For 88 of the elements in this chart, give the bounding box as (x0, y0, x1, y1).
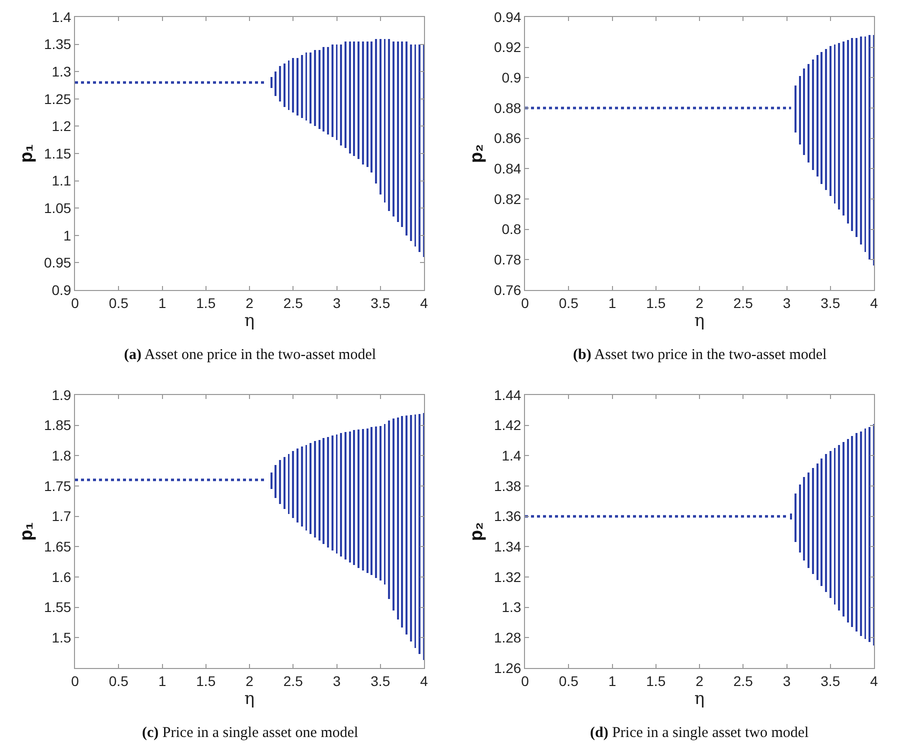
x-tick-label: 3.5 (370, 672, 390, 689)
x-tick-label: 0.5 (558, 672, 579, 689)
x-tick-label: 3 (782, 294, 791, 311)
text: (a) Asset one price in the two-asset model (124, 347, 376, 363)
x-tick-label: 2 (246, 672, 254, 689)
y-tick-label: 1 (63, 227, 72, 244)
y-tick-label: 1.3 (52, 64, 72, 80)
y-tick-label: 1.8 (52, 448, 72, 464)
y-tick-label: 1.9 (52, 386, 72, 403)
x-tick-label: 1.5 (196, 672, 216, 689)
x-tick-label: 3 (782, 672, 791, 689)
y-tick-label: 1.38 (494, 478, 522, 494)
y-tick-label: 1.34 (494, 538, 522, 555)
x-axis-title: η (694, 310, 705, 331)
x-tick-label: 4 (870, 672, 878, 689)
y-tick-label: 1.2 (52, 118, 72, 134)
y-tick-label: 1.65 (44, 538, 72, 555)
x-tick-label: 0 (71, 294, 80, 311)
y-axis-title: p₂ (466, 522, 486, 541)
x-tick-label: 3.5 (820, 294, 840, 311)
text: (d) Price in a single asset two model (590, 725, 809, 741)
y-tick-label: 0.82 (494, 190, 522, 207)
y-tick-label: 1.55 (44, 599, 72, 616)
y-tick-label: 0.92 (494, 39, 522, 56)
y-tick-label: 1.28 (494, 630, 522, 646)
y-tick-label: 0.9 (502, 70, 522, 86)
y-tick-label: 0.84 (494, 160, 522, 177)
x-tick-label: 1.5 (646, 294, 666, 311)
x-tick-label: 0 (521, 672, 530, 689)
y-tick-label: 1.05 (44, 200, 72, 216)
x-tick-label: 1.5 (196, 294, 216, 311)
text: (c) Price in a single asset one model (142, 725, 358, 741)
y-tick-label: 0.95 (44, 254, 72, 271)
y-tick-label: 1.15 (44, 145, 72, 162)
x-tick-label: 1 (158, 294, 166, 311)
y-tick-label: 1.32 (494, 568, 522, 585)
x-tick-label: 2.5 (283, 672, 304, 689)
y-axis-title: p₂ (466, 144, 486, 163)
x-tick-label: 4 (420, 294, 428, 311)
x-tick-label: 2 (696, 294, 704, 311)
y-tick-label: 0.76 (494, 282, 522, 298)
x-axis-title: η (244, 688, 255, 709)
x-tick-label: 2 (246, 294, 254, 311)
x-tick-label: 2.5 (283, 294, 304, 311)
y-tick-label: 1.4 (52, 8, 72, 25)
y-tick-label: 1.26 (494, 660, 522, 676)
y-axis-title: p₁ (16, 522, 36, 541)
x-axis-title: η (244, 310, 255, 331)
y-tick-label: 1.25 (44, 90, 72, 107)
y-tick-label: 0.86 (494, 130, 522, 146)
y-tick-label: 1.42 (494, 417, 522, 434)
x-tick-label: 0 (521, 294, 530, 311)
x-axis-title: η (694, 688, 705, 709)
y-tick-label: 1.44 (494, 386, 522, 403)
x-tick-label: 2.5 (733, 294, 754, 311)
y-tick-label: 1.1 (52, 172, 72, 189)
x-tick-label: 4 (870, 294, 878, 311)
x-tick-label: 0.5 (558, 294, 579, 311)
y-tick-label: 0.78 (494, 252, 522, 268)
x-tick-label: 0.5 (108, 294, 129, 311)
y-tick-label: 0.94 (494, 8, 522, 25)
y-tick-label: 1.35 (44, 36, 72, 52)
x-tick-label: 1 (608, 672, 616, 689)
y-tick-label: 1.75 (44, 478, 72, 494)
y-tick-label: 0.9 (52, 282, 72, 298)
y-axis-title: p₁ (16, 144, 36, 163)
x-tick-label: 0.5 (108, 672, 129, 689)
y-tick-label: 1.6 (52, 568, 72, 585)
y-tick-label: 0.8 (502, 221, 522, 238)
x-tick-label: 1.5 (646, 672, 666, 689)
y-tick-label: 1.36 (494, 508, 522, 524)
y-tick-label: 0.88 (494, 100, 522, 116)
y-tick-label: 1.4 (502, 448, 522, 464)
x-tick-label: 3 (332, 672, 341, 689)
x-tick-label: 3 (332, 294, 341, 311)
x-tick-label: 3.5 (820, 672, 840, 689)
text: (b) Asset two price in the two-asset model (573, 347, 827, 363)
y-tick-label: 1.7 (52, 508, 72, 524)
x-tick-label: 4 (420, 672, 428, 689)
x-tick-label: 1 (158, 672, 166, 689)
y-tick-label: 1.85 (44, 417, 72, 434)
x-tick-label: 1 (608, 294, 616, 311)
x-tick-label: 2.5 (733, 672, 754, 689)
y-tick-label: 1.3 (502, 599, 522, 616)
x-tick-label: 2 (696, 672, 704, 689)
y-tick-label: 1.5 (52, 630, 72, 646)
x-tick-label: 0 (71, 672, 80, 689)
x-tick-label: 3.5 (370, 294, 390, 311)
